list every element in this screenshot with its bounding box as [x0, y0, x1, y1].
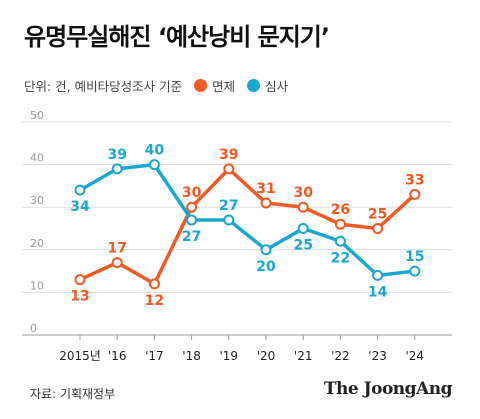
- x-tick-label: '20: [257, 349, 276, 363]
- legend-swatch-series1: [194, 79, 208, 92]
- data-point: [297, 201, 309, 213]
- y-tick-label: 40: [30, 152, 44, 165]
- data-label: 39: [107, 147, 126, 163]
- data-point: [111, 163, 123, 175]
- data-label: 20: [256, 259, 276, 275]
- data-point: [223, 214, 235, 226]
- y-tick-label: 30: [30, 194, 44, 207]
- data-label: 30: [293, 185, 313, 201]
- data-point: [111, 257, 123, 269]
- legend-label-series1: 면제: [212, 79, 236, 94]
- x-tick-label: '18: [182, 349, 201, 363]
- chart-subtitle: 단위: 건, 예비타당성조사 기준 면제 심사: [24, 76, 288, 95]
- data-point: [409, 265, 421, 277]
- data-label: 31: [256, 181, 275, 197]
- data-label: 13: [70, 289, 89, 305]
- data-label: 25: [368, 207, 387, 223]
- data-point: [409, 188, 421, 200]
- x-tick-label: '17: [145, 349, 164, 363]
- series-line: [78, 167, 417, 286]
- data-label: 22: [331, 250, 350, 266]
- data-point: [186, 214, 198, 226]
- data-label: 27: [182, 229, 201, 245]
- x-tick-label: '19: [220, 349, 239, 363]
- data-label: 26: [331, 202, 350, 218]
- data-label: 34: [70, 199, 90, 215]
- data-label: 25: [293, 238, 312, 254]
- y-tick-label: 20: [30, 237, 44, 250]
- legend-label-series2: 심사: [265, 79, 289, 94]
- data-point: [372, 223, 384, 234]
- data-point: [334, 218, 346, 230]
- x-tick-label: '22: [331, 349, 350, 363]
- data-point: [186, 201, 198, 213]
- data-label: 15: [405, 249, 424, 265]
- brand-logo: The JoongAng: [323, 379, 453, 399]
- data-label: 33: [405, 172, 424, 188]
- data-point: [148, 278, 160, 290]
- data-label: 30: [182, 185, 202, 201]
- data-point: [297, 223, 309, 234]
- chart-title: 유명무실해진 ‘예산낭비 문지기’: [24, 23, 330, 51]
- series-line: [78, 162, 417, 278]
- y-tick-label: 50: [30, 109, 44, 122]
- y-tick-label: 0: [30, 322, 37, 335]
- legend-swatch-series2: [247, 79, 261, 92]
- data-label: 27: [219, 198, 238, 214]
- unit-note: 단위: 건, 예비타당성조사 기준: [24, 79, 183, 94]
- x-tick-label: '24: [406, 349, 425, 363]
- data-point: [372, 269, 384, 281]
- x-tick-label: '16: [108, 349, 127, 363]
- data-label: 39: [219, 147, 238, 163]
- data-label: 40: [145, 143, 165, 159]
- x-tick-label: '21: [294, 349, 313, 363]
- data-point: [223, 163, 235, 175]
- data-point: [74, 274, 86, 286]
- data-point: [260, 244, 272, 256]
- source-note: 자료: 기획재정부: [30, 387, 116, 401]
- data-point: [148, 159, 160, 171]
- data-point: [260, 197, 272, 209]
- data-point: [74, 184, 86, 196]
- data-point: [334, 235, 346, 247]
- data-label: 14: [368, 284, 388, 300]
- x-tick-label: 2015년: [59, 349, 101, 363]
- x-tick-label: '23: [368, 349, 387, 363]
- y-tick-label: 10: [30, 279, 44, 292]
- data-label: 17: [107, 241, 126, 257]
- data-label: 12: [145, 293, 164, 309]
